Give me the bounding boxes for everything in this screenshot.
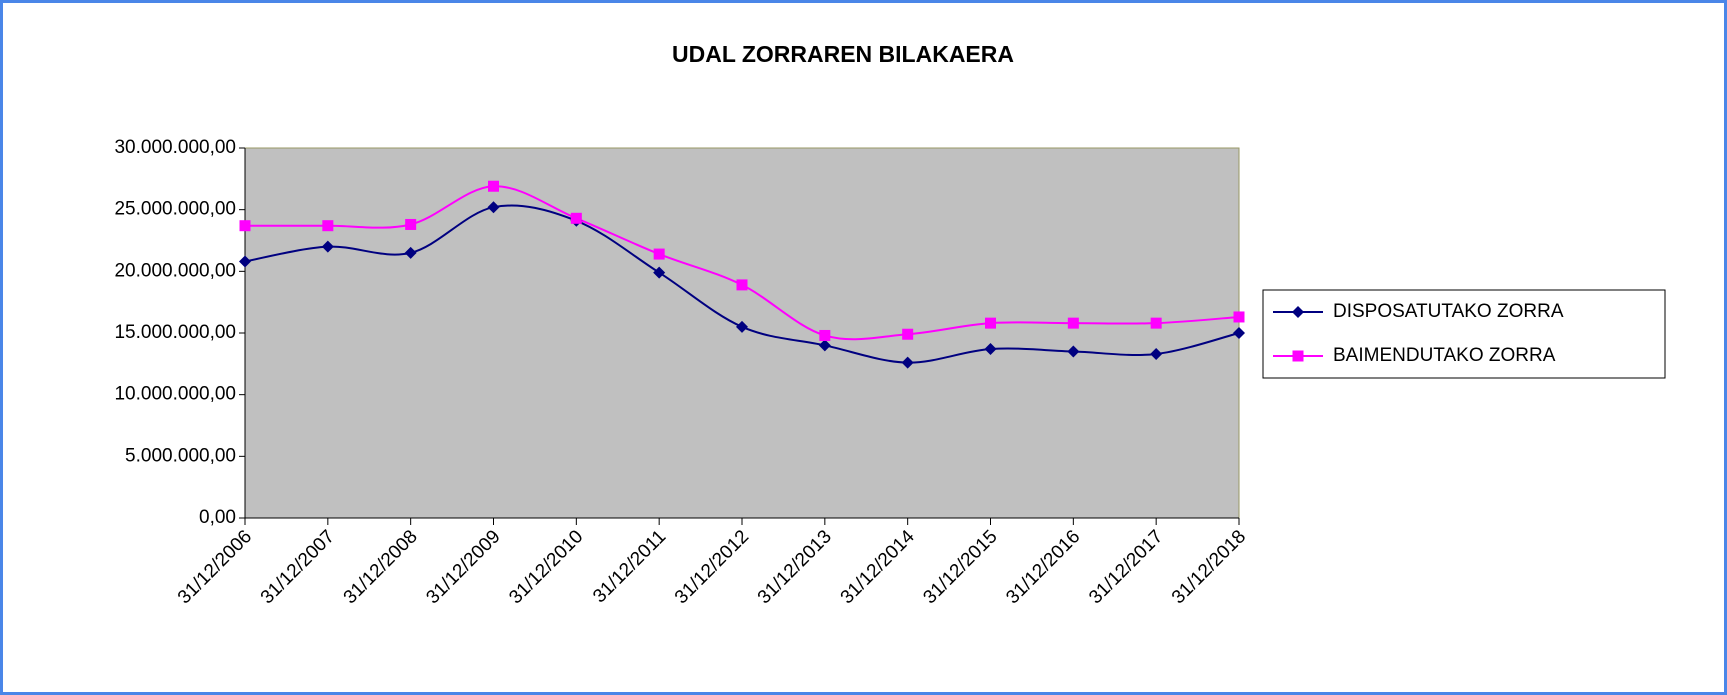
point: [653, 248, 665, 260]
point: [902, 328, 914, 340]
legend-label: DISPOSATUTAKO ZORRA: [1333, 301, 1564, 322]
point: [405, 218, 417, 230]
y-tick-label: 5.000.000,00: [125, 445, 236, 466]
point: [1233, 311, 1245, 323]
legend-box: [1262, 289, 1666, 379]
point: [1150, 347, 1163, 360]
point: [819, 329, 831, 341]
point: [653, 266, 666, 279]
plot-area: [244, 147, 1240, 519]
point: [322, 220, 334, 232]
point: [488, 180, 499, 192]
point: [984, 343, 997, 356]
point: [1150, 317, 1162, 329]
point: [985, 317, 996, 329]
y-tick-label: 10.000.000,00: [114, 384, 236, 405]
point: [1292, 306, 1304, 318]
chart-title: UDAL ZORRAREN BILAKAERA: [672, 41, 1014, 67]
point: [1292, 350, 1304, 362]
y-tick-label: 0,00: [199, 507, 236, 528]
y-tick-label: 25.000.000,00: [114, 199, 236, 220]
point: [239, 220, 251, 232]
point: [736, 320, 748, 333]
point: [239, 255, 251, 268]
point: [1067, 317, 1079, 329]
point: [736, 279, 748, 291]
point: [570, 212, 582, 224]
point: [1233, 327, 1245, 339]
legend-label: BAIMENDUTAKO ZORRA: [1333, 345, 1556, 366]
point: [818, 339, 831, 352]
y-tick-label: 20.000.000,00: [114, 260, 236, 281]
y-tick-label: 15.000.000,00: [114, 322, 236, 343]
point: [487, 201, 500, 214]
y-tick-label: 30.000.000,00: [114, 137, 236, 158]
point: [321, 240, 334, 253]
point: [404, 246, 417, 259]
point: [1067, 345, 1080, 358]
point: [901, 356, 914, 369]
